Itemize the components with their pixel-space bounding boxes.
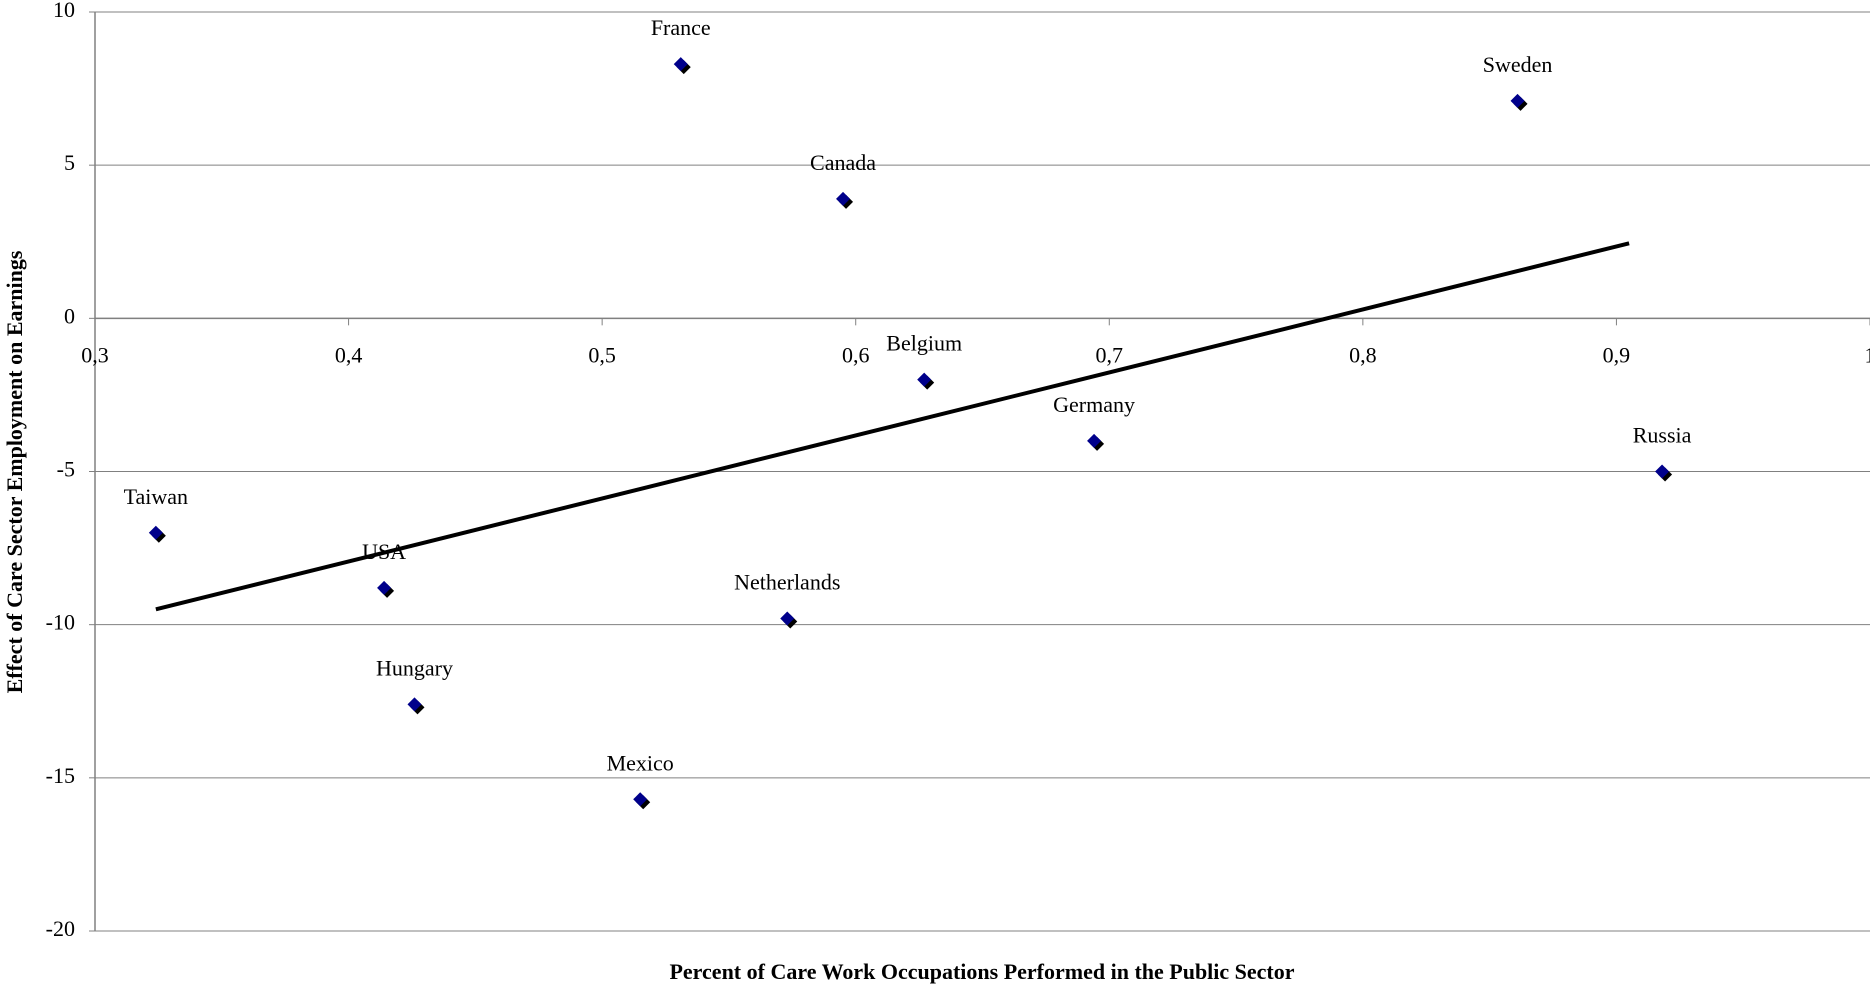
point-marker <box>917 372 932 387</box>
point <box>1655 464 1673 482</box>
point-marker <box>836 191 851 206</box>
y-tick-label: -10 <box>46 610 75 635</box>
point-marker <box>1510 93 1525 108</box>
point-marker <box>633 792 648 807</box>
y-tick-label: -20 <box>46 916 75 941</box>
point-label: France <box>651 15 711 40</box>
point <box>780 611 798 629</box>
point-label: Germany <box>1053 392 1135 417</box>
point-marker <box>407 697 422 712</box>
point <box>673 57 691 75</box>
point-marker <box>377 580 392 595</box>
point-marker <box>148 525 163 540</box>
point <box>148 525 166 543</box>
x-tick-label: 0,9 <box>1603 342 1631 367</box>
y-tick-label: 0 <box>64 303 75 328</box>
point-marker <box>1655 464 1670 479</box>
point <box>1087 433 1105 451</box>
point-marker <box>1087 433 1102 448</box>
point <box>917 372 935 390</box>
trendline <box>155 241 1630 612</box>
point <box>407 697 425 715</box>
point <box>377 580 395 598</box>
x-tick-label: 0,7 <box>1096 342 1124 367</box>
point-label: Hungary <box>376 655 453 680</box>
x-tick-label: 0,4 <box>335 342 363 367</box>
x-tick-label: 0,6 <box>842 342 870 367</box>
point-marker <box>780 611 795 626</box>
point-label: Sweden <box>1483 52 1553 77</box>
x-tick-label: 0,5 <box>588 342 616 367</box>
point-label: Canada <box>810 150 876 175</box>
point <box>633 792 651 810</box>
point-label: Taiwan <box>124 484 188 509</box>
y-tick-label: -15 <box>46 763 75 788</box>
point-marker <box>673 57 688 72</box>
point-label: USA <box>362 539 406 564</box>
point <box>836 191 854 209</box>
x-tick-label: 1 <box>1865 342 1870 367</box>
x-axis-title: Percent of Care Work Occupations Perform… <box>669 959 1294 984</box>
point-label: Netherlands <box>734 570 840 595</box>
point-label: Belgium <box>886 331 962 356</box>
point-label: Mexico <box>607 750 674 775</box>
point-label: Russia <box>1633 423 1692 448</box>
y-tick-label: -5 <box>57 457 75 482</box>
y-tick-label: 5 <box>64 150 75 175</box>
y-axis-title: Effect of Care Sector Employment on Earn… <box>2 250 27 693</box>
point <box>1510 93 1528 111</box>
y-tick-label: 10 <box>53 0 75 22</box>
x-tick-label: 0,3 <box>81 342 109 367</box>
x-tick-label: 0,8 <box>1349 342 1377 367</box>
